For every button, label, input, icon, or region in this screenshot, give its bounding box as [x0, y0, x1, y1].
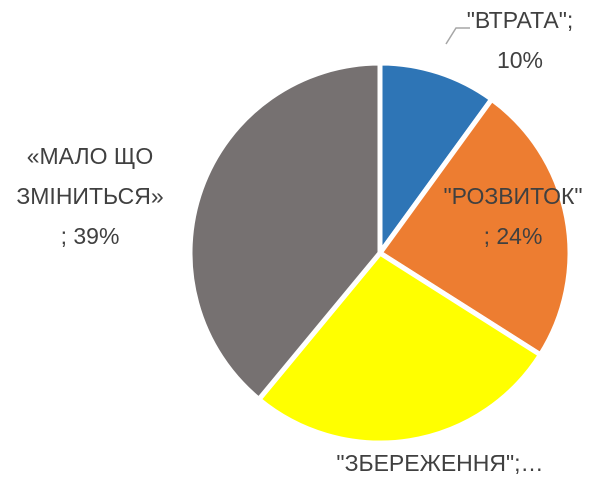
data-label: «МАЛО ЩО ЗМІНИТЬСЯ» ; 39%: [16, 143, 163, 249]
data-label: "ЗБЕРЕЖЕННЯ";…: [336, 450, 543, 476]
pie-slice: [377, 60, 496, 261]
data-label: "РОЗВИТОК" ; 24%: [443, 183, 582, 249]
data-label-line: "ЗБЕРЕЖЕННЯ";…: [336, 450, 543, 476]
pie-slice: [187, 60, 383, 403]
data-label-line: ЗМІНИТЬСЯ»: [16, 183, 163, 209]
data-label-line: "ВТРАТА";: [467, 7, 574, 33]
leader-line: [445, 27, 470, 45]
data-label: "ВТРАТА"; 10%: [467, 7, 574, 73]
data-label-line: "РОЗВИТОК": [443, 183, 582, 209]
data-label-line: ; 39%: [61, 223, 120, 249]
pie-slice: [376, 95, 573, 359]
data-label-line: 10%: [497, 47, 543, 73]
data-label-line: ; 24%: [484, 223, 543, 249]
pie-slice: [255, 249, 544, 446]
data-label-line: «МАЛО ЩО: [27, 143, 154, 169]
